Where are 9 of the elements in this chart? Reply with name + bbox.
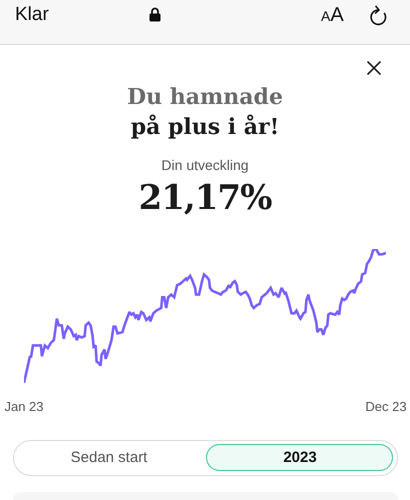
text: Sedan start xyxy=(70,448,148,468)
chart-subtitle: Din utveckling xyxy=(160,156,250,174)
text: AA xyxy=(321,4,344,26)
x-tick-label: Jan 23 xyxy=(4,399,44,414)
text: 2023 xyxy=(282,448,318,468)
text: 21,17% xyxy=(138,177,273,220)
text: Klar xyxy=(15,3,49,27)
chart-title: Du hamnade på plus i år! xyxy=(126,83,284,142)
x-tick-label: Dec 23 xyxy=(365,399,407,414)
